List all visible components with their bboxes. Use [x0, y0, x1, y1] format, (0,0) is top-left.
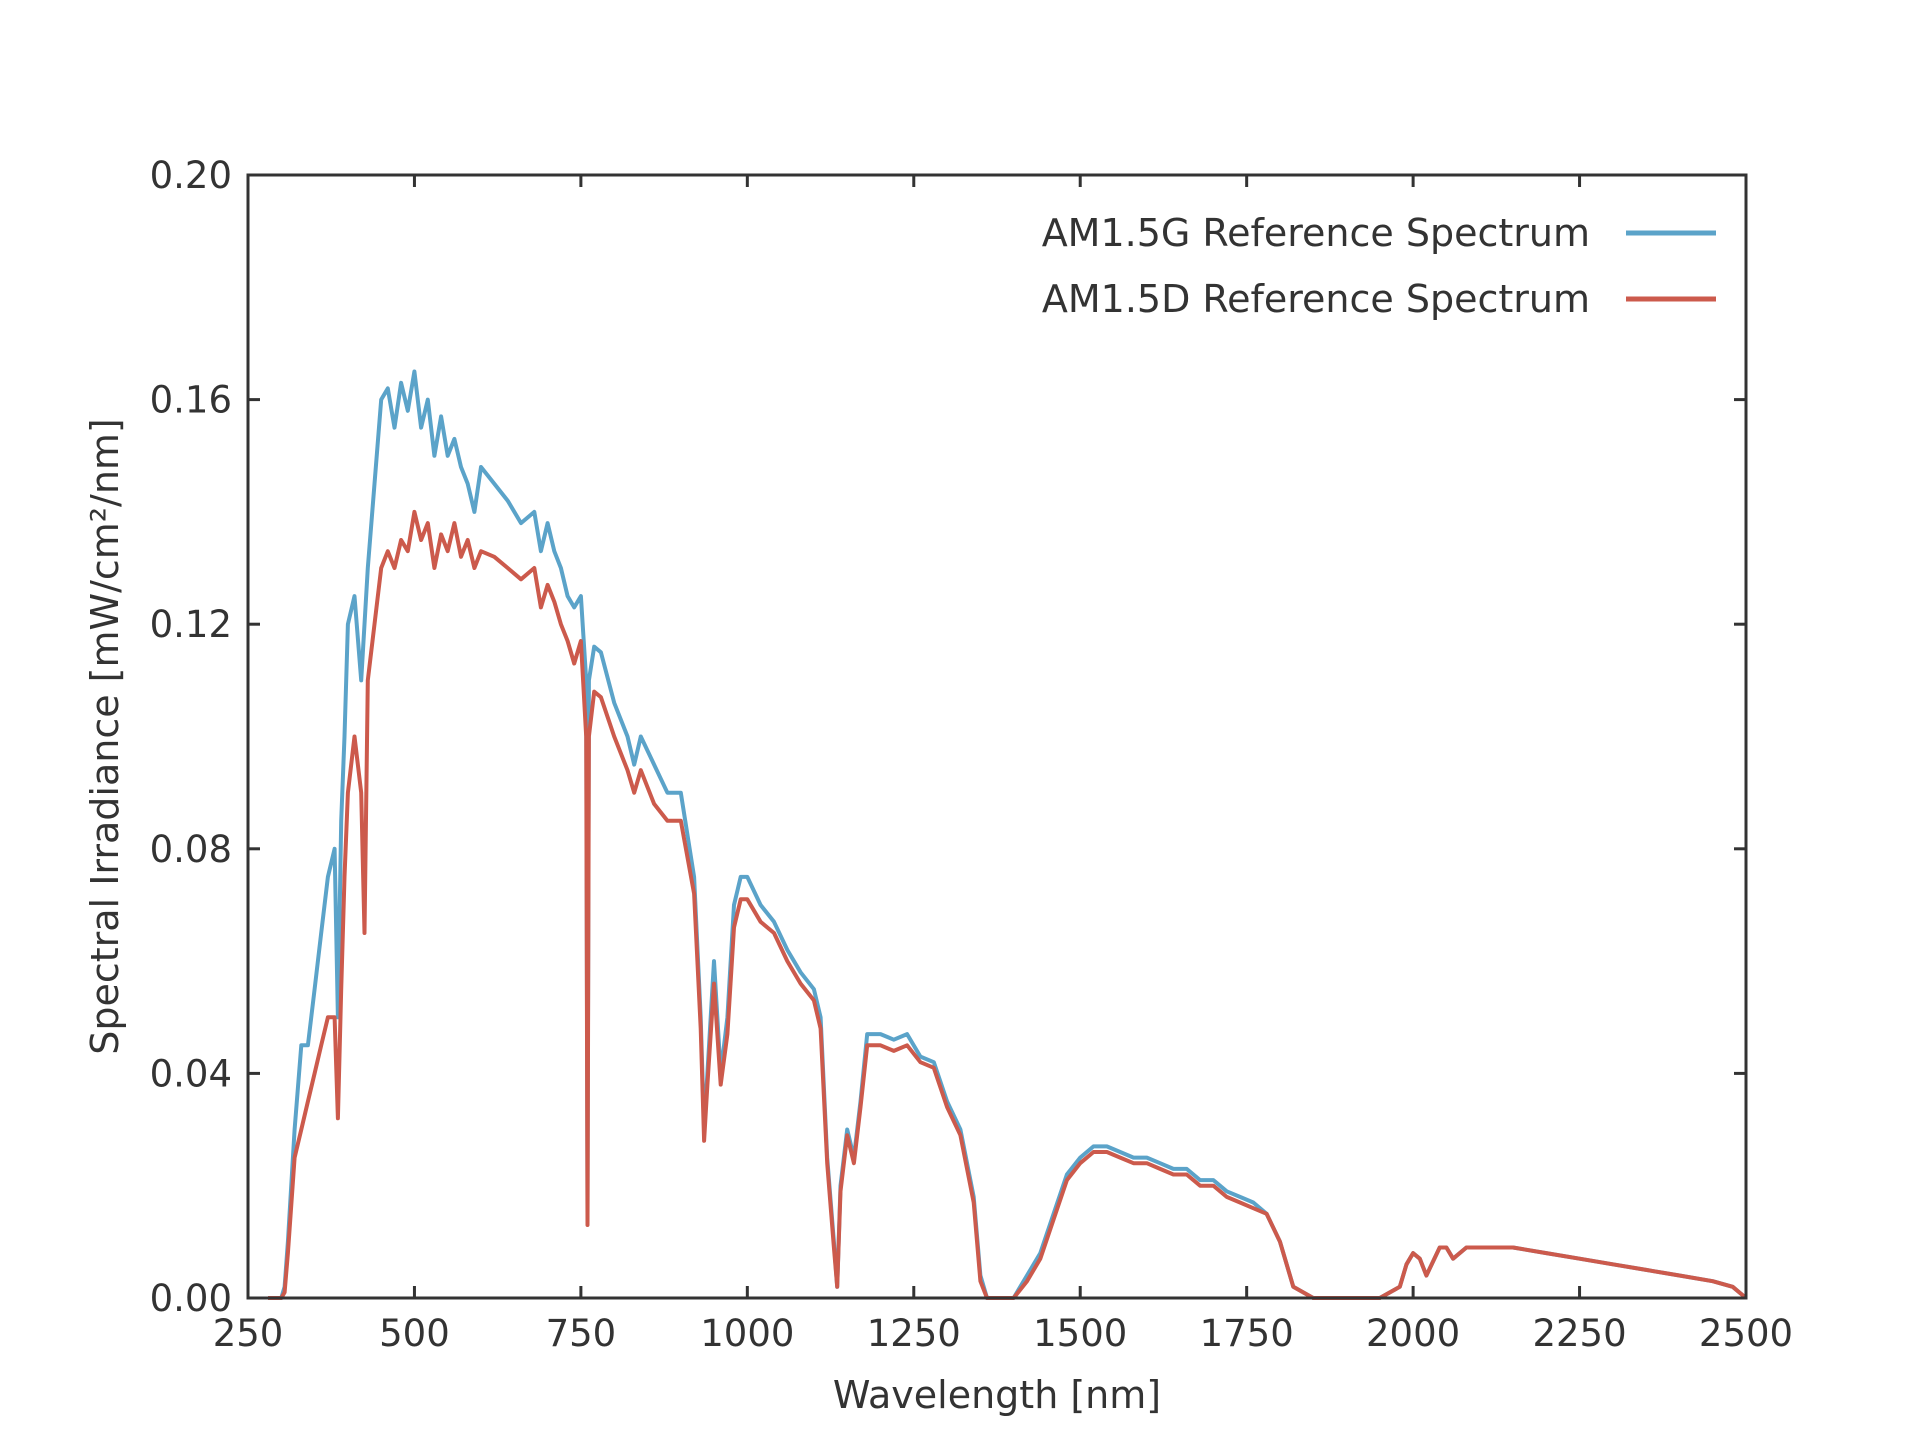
x-tick-label: 1000 [700, 1312, 794, 1355]
x-tick-label: 1500 [1033, 1312, 1127, 1355]
x-tick-label: 2250 [1532, 1312, 1626, 1355]
series-layer [268, 369, 1748, 1300]
series-line-0 [268, 369, 1748, 1300]
y-tick-label: 0.00 [150, 1277, 232, 1320]
legend-label-0: AM1.5G Reference Spectrum [1042, 211, 1590, 255]
x-tick-label: 250 [213, 1312, 284, 1355]
y-tick-label: 0.16 [150, 379, 232, 422]
x-tick-label: 500 [379, 1312, 450, 1355]
y-axis-title: Spectral Irradiance [mW/cm²/nm] [83, 418, 127, 1055]
x-tick-label: 750 [546, 1312, 617, 1355]
plot-area [246, 173, 1748, 1300]
y-tick-label: 0.20 [150, 154, 232, 197]
x-tick-label: 1250 [867, 1312, 961, 1355]
plot-frame [246, 173, 1748, 1300]
y-axis: 0.00 0.04 0.08 0.12 0.16 0.20 [150, 154, 1746, 1320]
x-axis: 250 500 750 1000 1250 1500 1750 2000 2250 2500 [213, 175, 1793, 1355]
legend: AM1.5G Reference Spectrum AM1.5D Referenc… [1042, 211, 1716, 321]
x-tick-label: 2000 [1366, 1312, 1460, 1355]
y-tick-label: 0.08 [150, 828, 232, 871]
x-tick-label: 2500 [1699, 1312, 1793, 1355]
x-tick-label: 1750 [1200, 1312, 1294, 1355]
legend-label-1: AM1.5D Reference Spectrum [1042, 277, 1590, 321]
x-axis-title: Wavelength [nm] [833, 1373, 1161, 1417]
series-line-1 [268, 509, 1748, 1300]
y-tick-label: 0.12 [150, 603, 232, 646]
y-tick-label: 0.04 [150, 1052, 232, 1095]
